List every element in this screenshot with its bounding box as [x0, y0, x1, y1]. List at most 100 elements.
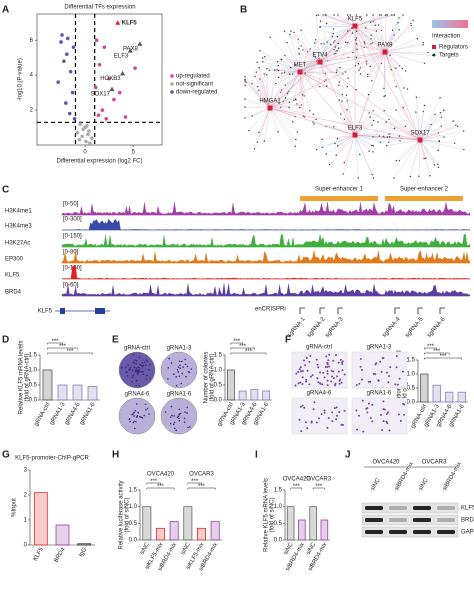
- colony: [136, 415, 139, 417]
- edge: [269, 107, 314, 115]
- point: [59, 40, 63, 44]
- edge: [388, 119, 421, 141]
- colony: [186, 406, 189, 409]
- target-node: [336, 36, 338, 38]
- cell: [327, 359, 330, 362]
- edge: [258, 107, 271, 133]
- edge: [419, 139, 464, 150]
- cell: [326, 384, 329, 387]
- target-node: [393, 177, 395, 179]
- edge: [344, 134, 356, 163]
- edge: [354, 25, 382, 64]
- colony: [183, 417, 186, 420]
- target-node: [371, 80, 373, 82]
- target-node: [399, 140, 401, 142]
- edge: [419, 110, 444, 141]
- cell: [309, 354, 312, 357]
- target-node: [297, 38, 299, 41]
- target-node: [372, 151, 374, 153]
- target-node: [312, 121, 314, 123]
- colony: [129, 420, 131, 423]
- colony: [190, 368, 193, 370]
- edge: [244, 106, 271, 109]
- colony: [138, 356, 141, 359]
- target-node: [439, 111, 442, 114]
- edge: [354, 14, 382, 27]
- target-node: [315, 14, 318, 17]
- y-axis-label: (fold of gRNA-ctrl): [25, 353, 31, 401]
- target-node: [342, 173, 344, 175]
- point: [93, 85, 98, 90]
- colony: [179, 364, 181, 366]
- y-tick-label: 4: [30, 73, 34, 79]
- cell: [301, 404, 304, 407]
- panel-label: C: [2, 185, 9, 196]
- target-node: [322, 14, 324, 16]
- edge: [290, 31, 321, 63]
- edge: [299, 43, 325, 73]
- cell: [333, 384, 336, 387]
- dish: [160, 351, 198, 389]
- cell: [305, 356, 308, 359]
- y-tick-label: 2: [24, 493, 28, 499]
- edge: [301, 30, 321, 63]
- edge: [419, 139, 431, 176]
- target-node: [352, 51, 354, 54]
- cell: [308, 383, 311, 386]
- node-label: ETV4: [312, 53, 328, 59]
- target-node: [385, 14, 387, 16]
- colony: [176, 416, 179, 419]
- cell: [336, 414, 339, 417]
- cell: [322, 371, 325, 374]
- edge: [248, 107, 271, 131]
- colony: [184, 358, 187, 361]
- edge: [354, 125, 373, 136]
- target-node: [439, 97, 441, 99]
- point: [72, 117, 77, 121]
- band: [389, 518, 407, 522]
- cell: [340, 381, 343, 384]
- edge: [339, 99, 356, 136]
- target-node: [315, 149, 318, 151]
- y-tick-label: 1: [24, 518, 28, 524]
- edge: [345, 42, 386, 53]
- cell: [328, 353, 331, 356]
- colony: [169, 422, 172, 425]
- cell: [326, 426, 329, 429]
- cell: [371, 420, 374, 423]
- image-label: gRNA1-3: [367, 345, 392, 351]
- cell: [331, 420, 334, 423]
- cell: [319, 382, 322, 385]
- edge: [257, 107, 271, 143]
- target-node: [346, 100, 348, 102]
- edge: [354, 25, 359, 64]
- edge: [354, 134, 370, 152]
- target-node: [355, 56, 358, 59]
- target-node: [433, 164, 436, 166]
- point: [80, 134, 84, 139]
- track-name: H3K27Ac: [5, 241, 30, 247]
- y-axis-label: %Input: [12, 498, 18, 517]
- cell: [359, 358, 362, 361]
- colony: [146, 374, 148, 377]
- target-node: [412, 19, 414, 21]
- target-node: [398, 160, 401, 162]
- target-node: [410, 22, 412, 25]
- band-label: BRD4: [461, 518, 474, 524]
- sig-label: ***: [233, 339, 241, 345]
- target-node: [256, 85, 259, 88]
- colony: [136, 403, 138, 405]
- chart-title: KLF5-promoter-ChIP-qPCR: [15, 456, 89, 462]
- colony: [178, 408, 181, 411]
- colony: [167, 378, 169, 380]
- edge: [251, 83, 271, 109]
- edge: [384, 14, 404, 53]
- cell: [341, 369, 344, 372]
- cell: [361, 399, 364, 402]
- labeled-point: [127, 48, 133, 53]
- labeled-point: [120, 70, 126, 76]
- colony: [178, 419, 181, 422]
- colony: [173, 415, 175, 417]
- y-axis-label: (fold of gRNA-ctrl): [210, 353, 216, 401]
- edge: [278, 71, 301, 104]
